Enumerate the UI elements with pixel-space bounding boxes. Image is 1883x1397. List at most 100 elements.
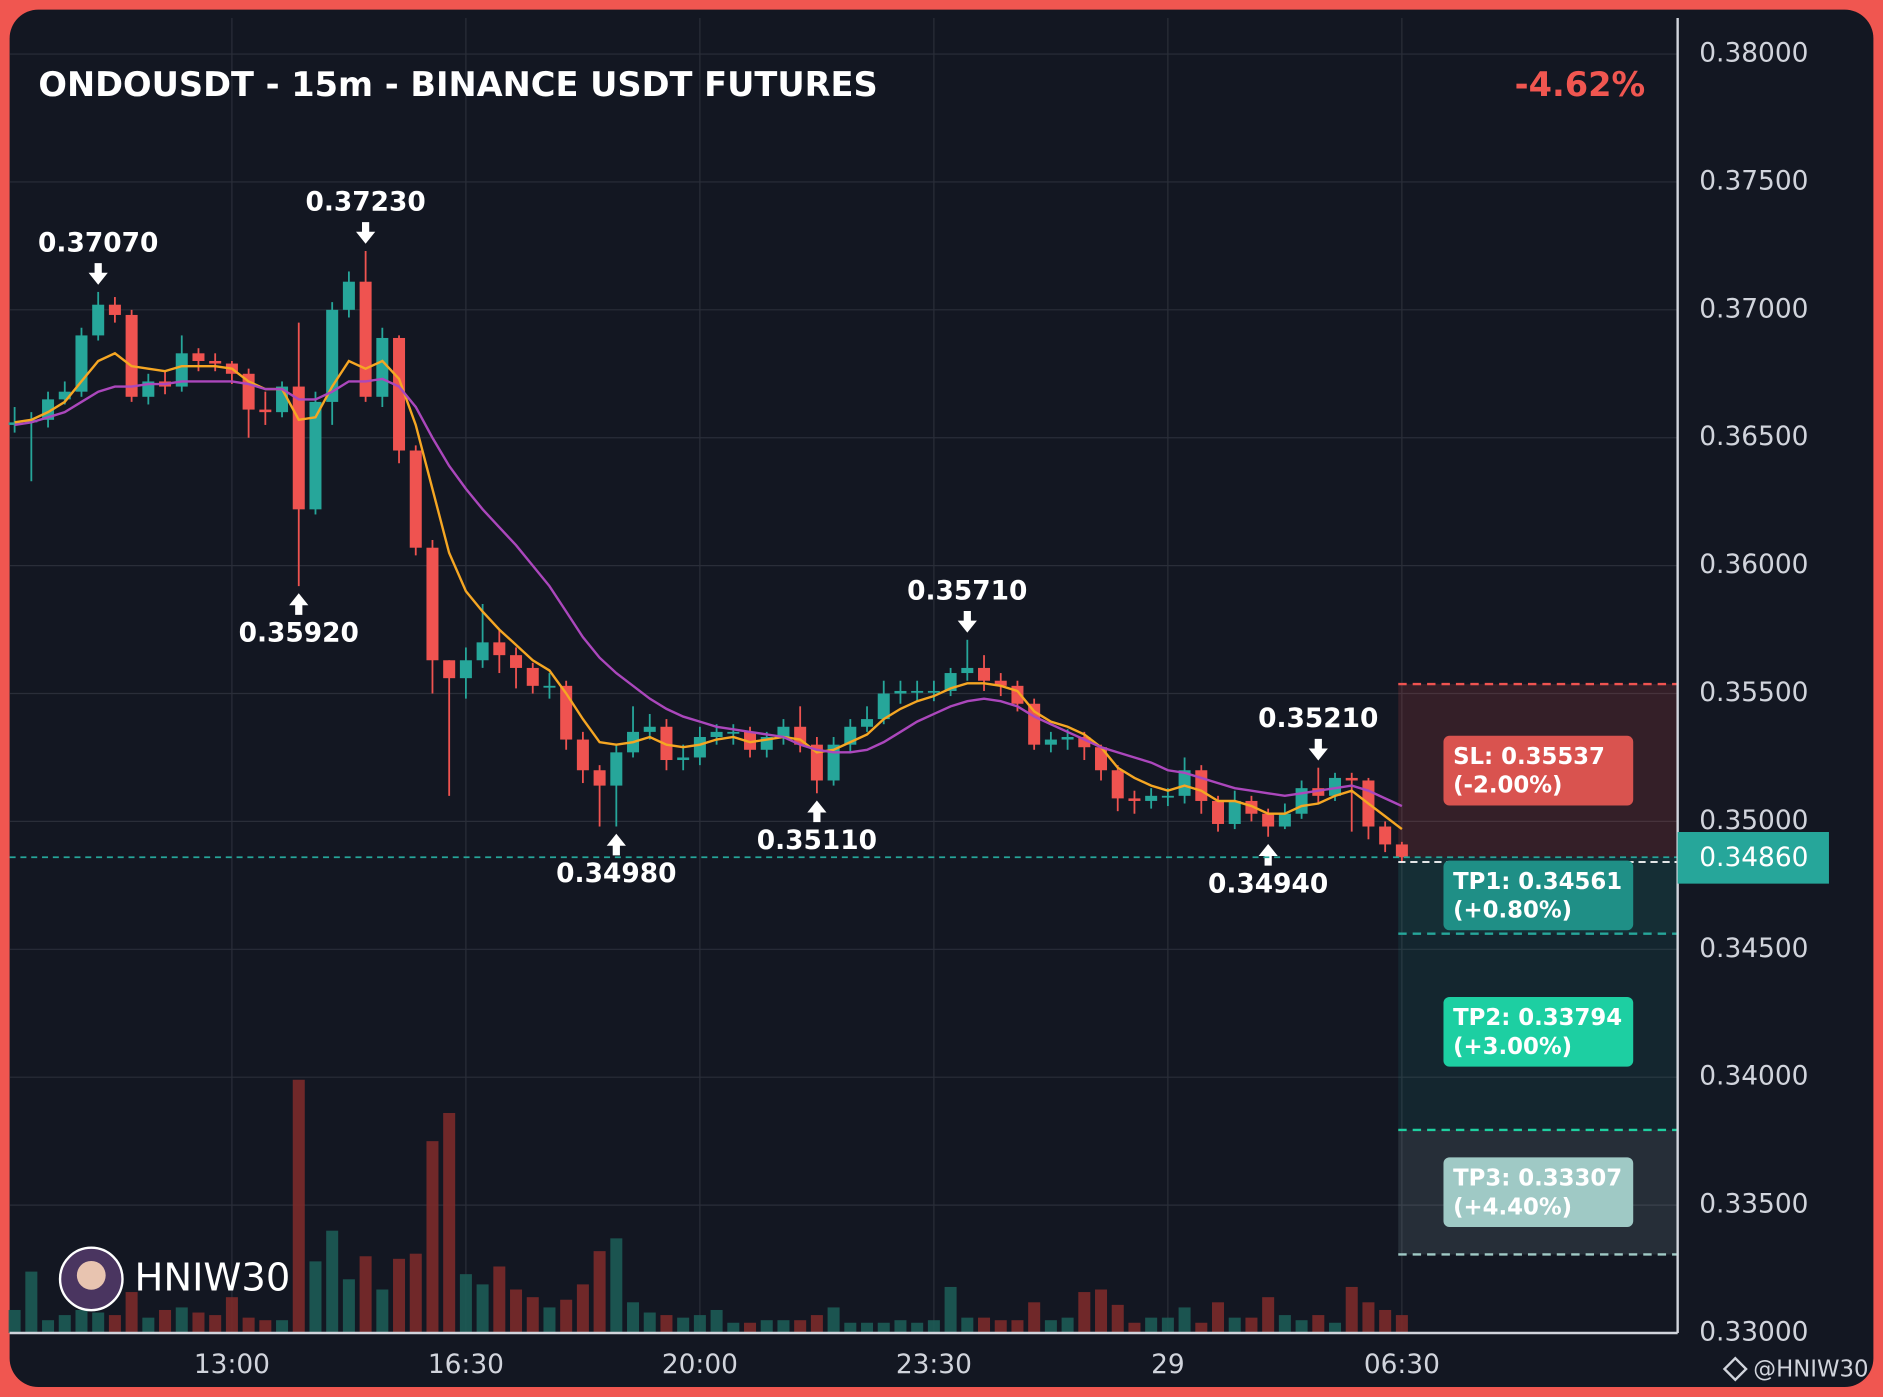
candle-body [8, 422, 21, 425]
candle-body [125, 314, 138, 397]
volume-bar [459, 1274, 472, 1333]
x-tick-label: 23:30 [896, 1349, 972, 1380]
volume-bar [710, 1309, 723, 1333]
candle-body [1329, 777, 1342, 796]
moving-average [14, 377, 1403, 808]
extreme-label: 0.34980 [556, 858, 676, 889]
volume-bar [510, 1289, 523, 1333]
volume-bar [1145, 1317, 1158, 1333]
volume-bar [1011, 1320, 1024, 1333]
volume-bar [209, 1315, 222, 1333]
level-change: (+0.80%) [1453, 898, 1572, 924]
volume-bar [543, 1307, 556, 1333]
volume-bar [1178, 1307, 1191, 1333]
volume-bar [1395, 1315, 1408, 1333]
volume-bar [342, 1279, 355, 1333]
candle-body [610, 752, 623, 786]
volume-bar [610, 1238, 623, 1333]
candle-body [1262, 813, 1275, 827]
x-tick-label: 13:00 [194, 1349, 270, 1380]
volume-bar [326, 1230, 339, 1333]
candle-body [927, 690, 940, 693]
y-tick-label: 0.35500 [1699, 677, 1808, 708]
volume-bar [376, 1289, 389, 1333]
volume-bar [978, 1317, 991, 1333]
y-tick-label: 0.35000 [1699, 805, 1808, 836]
volume-bar [58, 1315, 71, 1333]
volume-bar [1329, 1322, 1342, 1333]
extreme-arrow [606, 833, 626, 856]
volume-bar [1212, 1302, 1225, 1333]
volume-bar [760, 1320, 773, 1333]
volume-bar [643, 1312, 656, 1333]
volume-bar [810, 1315, 823, 1333]
volume-bar [476, 1284, 489, 1333]
volume-bar [1028, 1302, 1041, 1333]
y-tick-label: 0.34500 [1699, 933, 1808, 964]
level-label: SL: 0.35537 [1453, 744, 1605, 770]
volume-bar [827, 1307, 840, 1333]
volume-bar [142, 1317, 155, 1333]
volume-bar [560, 1299, 573, 1333]
y-tick-label: 0.37000 [1699, 293, 1808, 324]
volume-bar [159, 1309, 172, 1333]
candle-body [1379, 826, 1392, 845]
candle-body [75, 335, 88, 392]
extreme-arrow [1308, 738, 1328, 761]
change-label: -4.62% [1515, 65, 1646, 104]
volume-bar [1362, 1302, 1375, 1333]
candle-body [1195, 770, 1208, 801]
level-box [1443, 860, 1634, 931]
candle-body [1145, 795, 1158, 801]
volume-bar [309, 1261, 322, 1333]
candle-body [58, 391, 71, 400]
candle-body [309, 401, 322, 510]
volume-bar [242, 1317, 255, 1333]
volume-bar [927, 1320, 940, 1333]
volume-bar [911, 1322, 924, 1333]
y-tick-label: 0.34000 [1699, 1061, 1808, 1092]
last-price-label: 0.34860 [1699, 842, 1808, 873]
volume-bar [627, 1302, 640, 1333]
volume-bar [443, 1113, 456, 1333]
volume-bar [75, 1309, 88, 1333]
volume-bar [276, 1320, 289, 1333]
y-tick-label: 0.33000 [1699, 1316, 1808, 1347]
x-tick-label: 20:00 [662, 1349, 738, 1380]
candle-body [827, 744, 840, 781]
candle-body [426, 547, 439, 661]
extreme-label: 0.37230 [305, 186, 425, 217]
level-label: TP1: 0.34561 [1453, 869, 1622, 895]
candle-body [961, 667, 974, 674]
candle-body [476, 642, 489, 661]
candle-body [342, 281, 355, 310]
candle-body [526, 667, 539, 686]
volume-bar [8, 1309, 21, 1333]
volume-bar [292, 1079, 305, 1333]
volume-bar [259, 1320, 272, 1333]
volume-bar [1061, 1317, 1074, 1333]
volume-bar [42, 1320, 55, 1333]
y-tick-label: 0.33500 [1699, 1189, 1808, 1220]
extreme-label: 0.35110 [757, 825, 877, 856]
extreme-arrow [88, 263, 108, 285]
x-tick-label: 16:30 [428, 1349, 504, 1380]
candle-body [1161, 795, 1174, 798]
volume-bar [877, 1322, 890, 1333]
volume-bar [526, 1297, 539, 1333]
volume-bar [1262, 1297, 1275, 1333]
candle-body [393, 337, 406, 451]
extreme-label: 0.34940 [1208, 868, 1328, 899]
candle-body [810, 744, 823, 781]
y-tick-label: 0.36500 [1699, 421, 1808, 452]
candle-body [894, 690, 907, 694]
level-change: (-2.00%) [1453, 773, 1562, 799]
candle-body [777, 726, 790, 738]
x-tick-label: 29 [1151, 1349, 1185, 1380]
volume-bar [493, 1266, 506, 1333]
volume-bar [1078, 1292, 1091, 1333]
candle-body [192, 353, 205, 361]
candle-body [1395, 844, 1408, 858]
